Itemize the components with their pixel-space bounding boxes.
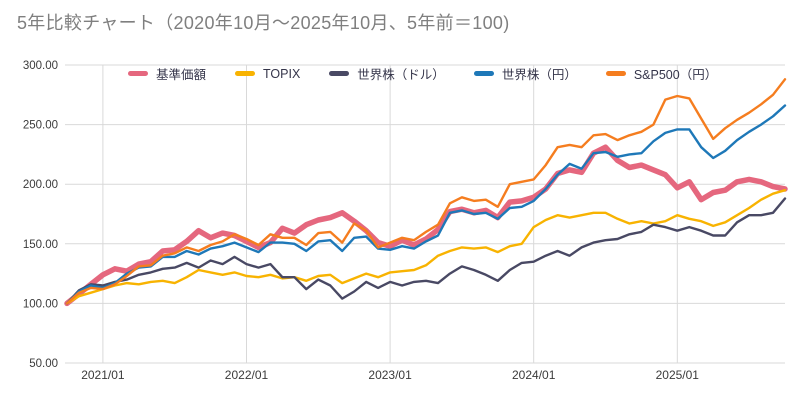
- series-line-TOPIX: [65, 188, 787, 305]
- legend-item-基準価額[interactable]: 基準価額: [128, 64, 206, 83]
- series-line-世界株（円）: [65, 104, 787, 305]
- legend-swatch-icon: [235, 71, 256, 76]
- legend-item-TOPIX[interactable]: TOPIX: [235, 67, 300, 81]
- series-line-世界株（ドル）: [65, 197, 787, 305]
- legend-label: 世界株（円）: [501, 68, 577, 82]
- legend-swatch-icon: [605, 71, 626, 76]
- chart-title: 5年比較チャート（2020年10月～2025年10月、5年前＝100): [17, 13, 510, 33]
- y-axis-tick-label: 150.00: [23, 239, 58, 251]
- y-axis-tick-label: 300.00: [23, 60, 58, 72]
- x-axis-tick-label: 2021/01: [81, 368, 125, 382]
- series-line-S&P500（円）: [65, 78, 787, 305]
- x-axis-tick-label: 2023/01: [368, 368, 412, 382]
- legend-item-S&P500（円）[interactable]: S&P500（円）: [605, 64, 718, 83]
- legend-item-世界株（ドル）[interactable]: 世界株（ドル）: [329, 64, 445, 83]
- legend-swatch-icon: [329, 71, 350, 76]
- y-axis-tick-label: 50.00: [29, 358, 58, 370]
- x-axis-tick-label: 2024/01: [512, 368, 556, 382]
- legend-label: 基準価額: [156, 68, 207, 82]
- x-axis-tick-label: 2022/01: [225, 368, 269, 382]
- x-axis-tick-label: 2025/01: [656, 368, 700, 382]
- chart-legend: 基準価額 TOPIX 世界株（ドル） 世界株（円） S&P500（円）: [128, 64, 717, 83]
- legend-swatch-icon: [473, 71, 494, 76]
- legend-label: TOPIX: [263, 66, 301, 81]
- y-axis-tick-label: 100.00: [23, 298, 58, 310]
- legend-swatch-icon: [128, 71, 148, 76]
- y-axis-tick-label: 200.00: [23, 179, 58, 191]
- series-line-基準価額: [64, 144, 788, 307]
- legend-label: S&P500（円）: [633, 68, 718, 82]
- legend-label: 世界株（ドル）: [357, 68, 445, 82]
- y-axis-tick-label: 250.00: [23, 120, 58, 132]
- legend-item-世界株（円）[interactable]: 世界株（円）: [473, 64, 577, 83]
